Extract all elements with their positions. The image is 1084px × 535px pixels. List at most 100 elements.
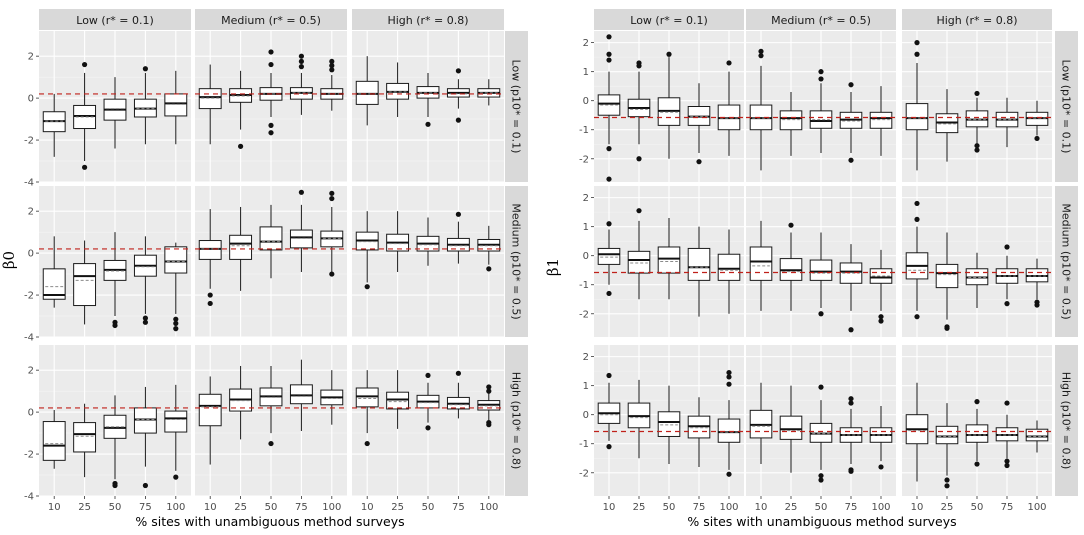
panel-r2-c1: 10 25 50 75 100 <box>195 345 347 513</box>
chart-1: Low (r* = 0.1) Medium (r* = 0.5) High (r* … <box>544 9 1078 529</box>
outlier-point <box>1034 135 1040 142</box>
col-strip-label: High (r* = 0.8) <box>387 14 468 27</box>
outlier-point <box>1004 301 1010 307</box>
outlier-point <box>878 318 884 324</box>
outlier-point <box>848 468 854 474</box>
x-tick-label: 10 <box>911 502 924 513</box>
outlier-point <box>425 121 431 127</box>
box-10 <box>597 372 621 450</box>
box-iqr <box>42 421 66 461</box>
outlier-point <box>818 384 824 390</box>
outlier-point <box>1034 302 1040 308</box>
x-tick-label: 50 <box>815 502 828 513</box>
box-25 <box>386 370 410 429</box>
x-tick-label: 100 <box>1027 502 1046 513</box>
outlier-point <box>944 477 950 483</box>
panel-r1-c0: -4 -2 0 2 <box>24 186 191 344</box>
box-50 <box>259 204 283 279</box>
box-25 <box>73 240 97 325</box>
x-tick-label: 10 <box>755 502 768 513</box>
panel-r0-c1 <box>195 31 347 183</box>
outlier-point <box>818 473 824 479</box>
y-tick-label: -2 <box>24 136 34 147</box>
box-100 <box>477 79 501 106</box>
outlier-point <box>268 49 274 55</box>
col-strip <box>902 9 1052 30</box>
box-50 <box>103 395 127 489</box>
x-tick-label: 100 <box>719 502 738 513</box>
y-tick-label: -2 <box>579 309 589 320</box>
outlier-point <box>455 117 461 123</box>
outlier-point <box>666 51 672 57</box>
box-iqr <box>259 226 283 251</box>
row-strip-label: Medium (p10* = 0.5) <box>1060 203 1073 319</box>
outlier-point <box>606 444 612 450</box>
box-25 <box>386 211 410 272</box>
x-tick-label: 100 <box>479 502 498 513</box>
outlier-point <box>606 146 612 152</box>
box-10 <box>355 211 379 290</box>
y-tick-label: -2 <box>24 450 34 461</box>
outlier-point <box>486 384 492 390</box>
box-iqr <box>198 240 222 260</box>
y-tick-label: -2 <box>579 468 589 479</box>
x-tick-label: 50 <box>265 502 278 513</box>
box-10 <box>42 410 66 469</box>
outlier-point <box>878 314 884 320</box>
outlier-point <box>636 63 642 69</box>
outlier-point <box>1004 244 1010 250</box>
box-25 <box>935 89 959 162</box>
box-iqr <box>717 253 741 281</box>
outlier-point <box>606 290 612 297</box>
row-strip-label: Medium (p10* = 0.5) <box>510 203 523 319</box>
panel-r2-c0: -4 -2 0 2 10 25 50 75 100 <box>24 345 191 513</box>
panel-r0-c1 <box>746 31 896 182</box>
y-tick-label: 2 <box>28 52 34 63</box>
panel-r1-c2 <box>902 186 1052 337</box>
x-tick-label: 75 <box>693 502 706 513</box>
box-iqr <box>355 387 379 408</box>
box-25 <box>73 61 97 170</box>
outlier-point <box>173 316 179 322</box>
outlier-point <box>914 40 920 46</box>
outlier-point <box>726 60 732 66</box>
x-tick-label: 25 <box>633 502 646 513</box>
y-tick-label: 0 <box>28 249 34 260</box>
outlier-point <box>606 221 612 227</box>
box-10 <box>749 48 773 171</box>
box-10 <box>198 209 222 307</box>
col-strip <box>352 9 504 30</box>
col-strip <box>594 9 744 30</box>
outlier-point <box>758 48 764 54</box>
box-iqr <box>386 391 410 410</box>
y-tick-label: -1 <box>579 439 589 450</box>
x-tick-label: 25 <box>785 502 798 513</box>
outlier-point <box>818 76 824 82</box>
box-75 <box>289 189 313 272</box>
box-iqr <box>779 415 803 440</box>
y-tick-label: 2 <box>583 352 589 363</box>
box-iqr <box>355 80 379 105</box>
box-10 <box>198 376 222 465</box>
box-iqr <box>597 247 621 265</box>
x-tick-label: 50 <box>971 502 984 513</box>
x-tick-label: 50 <box>663 502 676 513</box>
box-75 <box>446 211 470 264</box>
x-tick-label: 10 <box>48 502 61 513</box>
outlier-point <box>268 440 274 447</box>
outlier-point <box>914 51 920 57</box>
y-tick-label: -4 <box>24 333 34 344</box>
outlier-point <box>364 440 370 447</box>
x-tick-label: 10 <box>204 502 217 513</box>
x-tick-label: 100 <box>166 502 185 513</box>
box-75 <box>687 397 711 467</box>
box-10 <box>42 93 66 157</box>
box-iqr <box>717 418 741 443</box>
box-100 <box>717 229 741 314</box>
box-iqr <box>935 425 959 445</box>
row-strip <box>1055 345 1078 496</box>
box-50 <box>809 384 833 483</box>
outlier-point <box>329 63 335 69</box>
outlier-point <box>364 284 370 290</box>
box-25 <box>935 403 959 489</box>
